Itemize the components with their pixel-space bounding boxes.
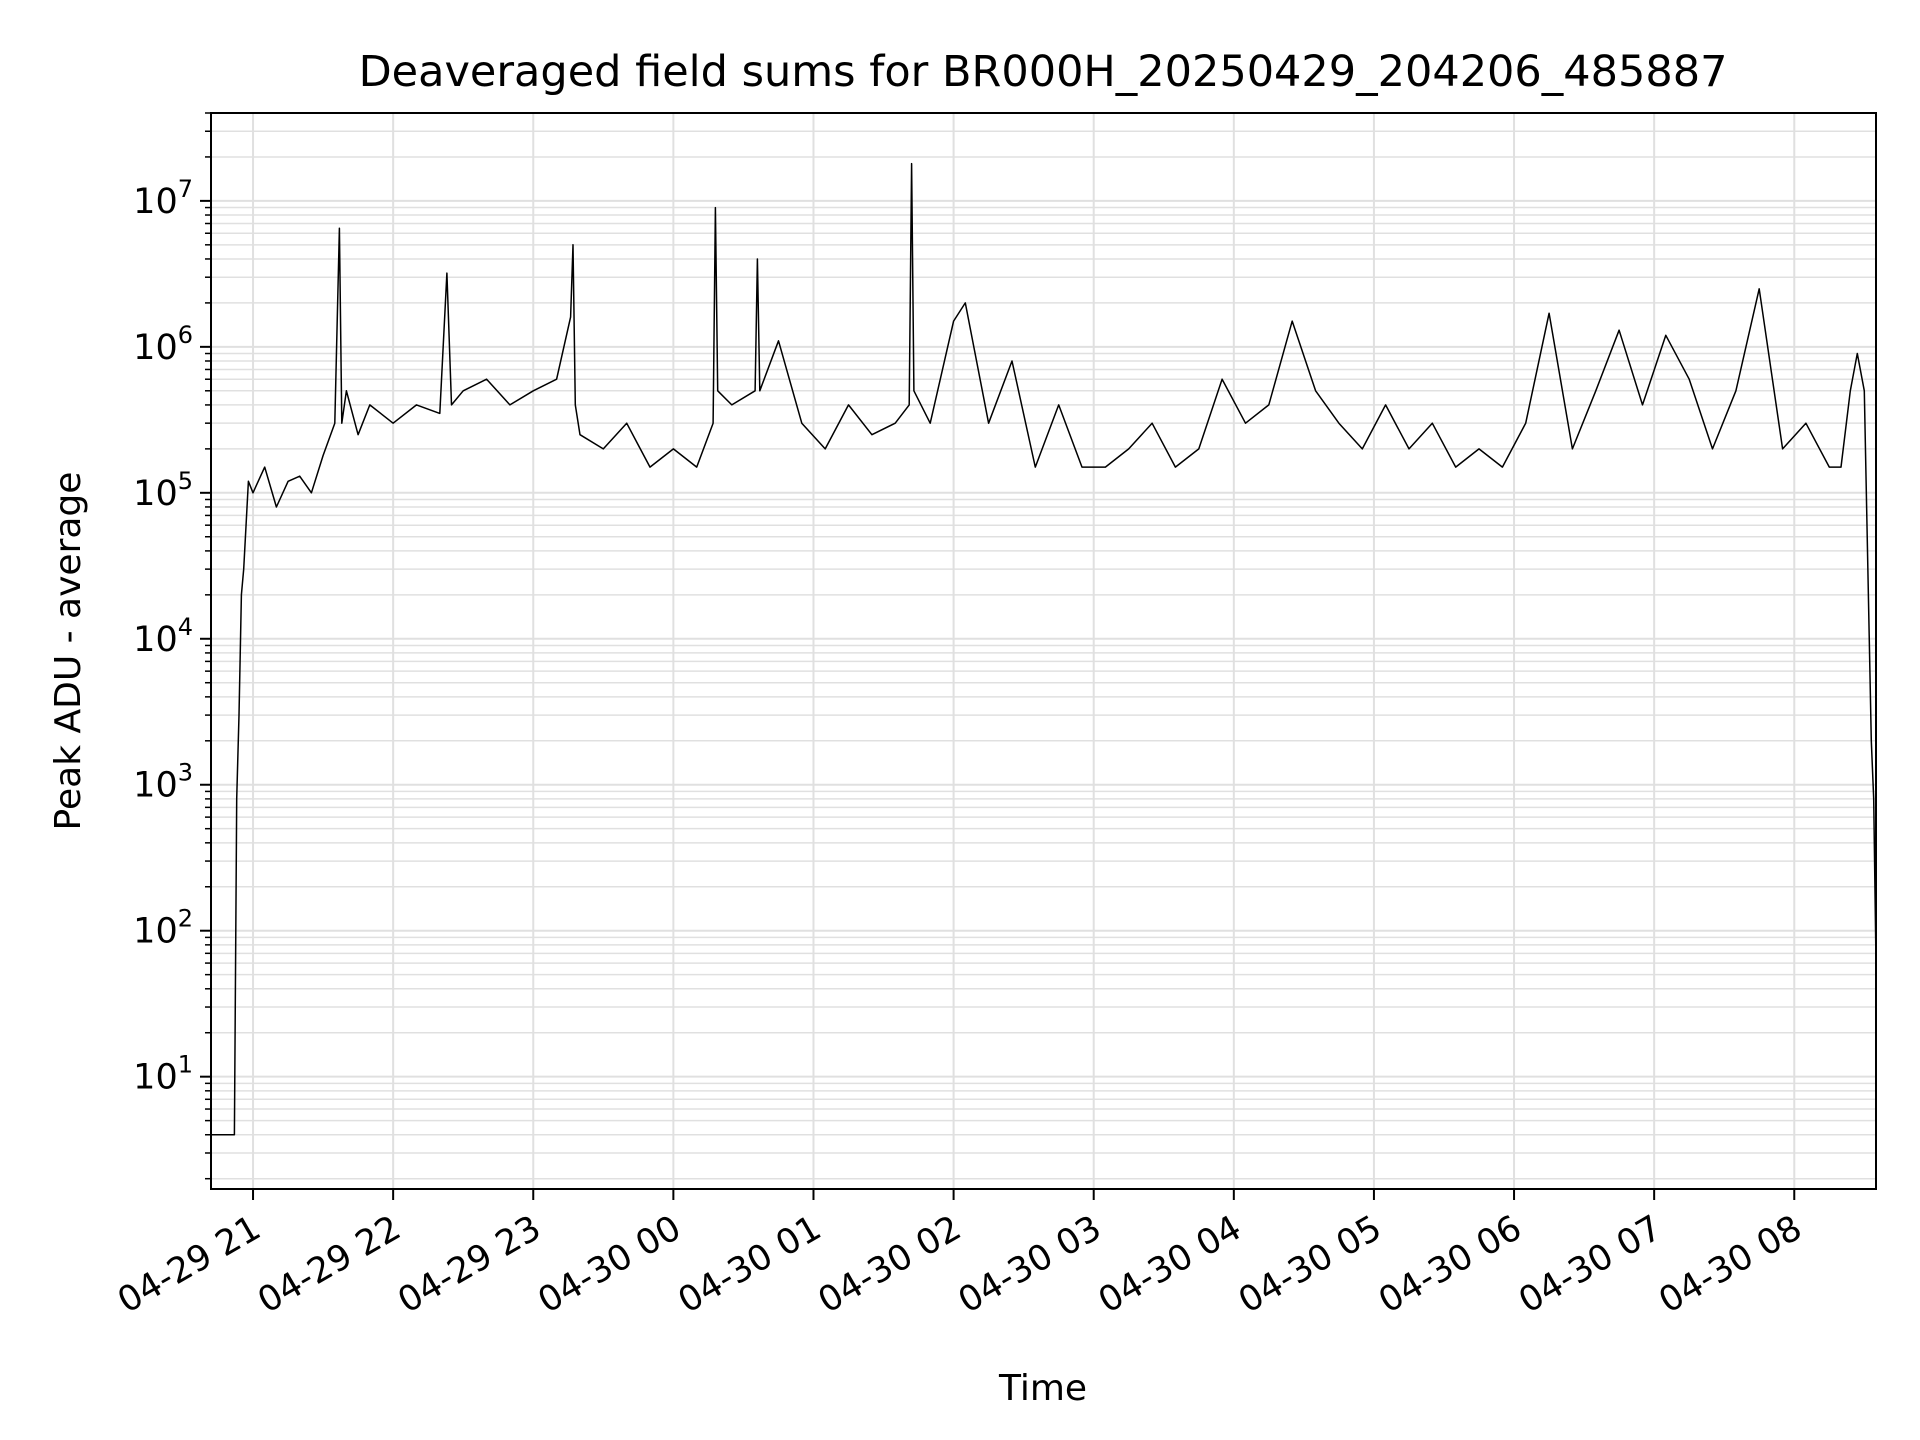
- y-tick-label: 104: [133, 613, 193, 660]
- y-tick-label: 102: [133, 905, 193, 952]
- y-axis-label: Peak ADU - average: [48, 472, 89, 831]
- y-tick-label: 105: [133, 467, 193, 514]
- chart-title: Deaveraged field sums for BR000H_2025042…: [359, 47, 1728, 97]
- y-tick-label: 103: [133, 759, 193, 806]
- y-tick-label: 106: [133, 321, 193, 368]
- data-series: [211, 162, 1877, 1136]
- y-tick-label: 107: [133, 175, 193, 222]
- series-line: [211, 162, 1877, 1136]
- plot-frame: [210, 112, 1877, 1190]
- grid-lines: [211, 112, 1876, 1189]
- y-tick-label: 101: [133, 1051, 193, 1098]
- x-axis-label: Time: [998, 1368, 1087, 1409]
